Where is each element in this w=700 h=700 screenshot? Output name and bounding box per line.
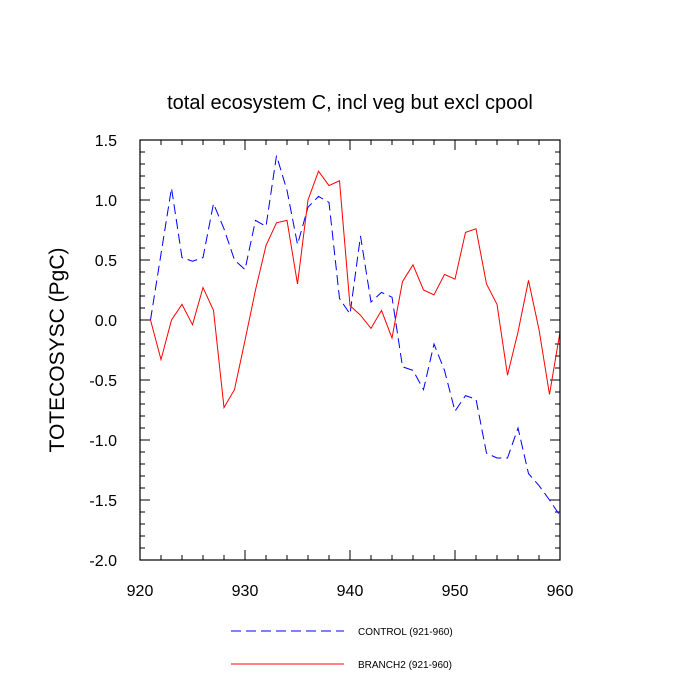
y-tick-label: -1.0 — [89, 433, 117, 450]
y-axis-label: TOTECOSYSC (PgC) — [46, 248, 69, 453]
y-tick-label: 0.5 — [95, 253, 117, 270]
axis-tick-labels: 920 930 940 950 960 -2.0 -1.5 -1.0 -0.5 0.0 0.5 1.0… — [89, 133, 573, 600]
legend: CONTROL (921-960) BRANCH2 (921-960) — [231, 627, 453, 671]
legend-label: BRANCH2 (921-960) — [358, 660, 452, 671]
legend-label: CONTROL (921-960) — [358, 627, 453, 638]
y-tick-label: -0.5 — [89, 373, 117, 390]
x-tick-label: 920 — [127, 583, 154, 600]
plot-frame — [139, 139, 561, 561]
y-tick-label: 0.0 — [95, 313, 117, 330]
branch2-series-line — [150, 170, 561, 410]
x-tick-label: 930 — [232, 583, 259, 600]
series-lines — [150, 155, 561, 516]
y-tick-label: -2.0 — [89, 553, 117, 570]
x-tick-label: 960 — [547, 583, 574, 600]
y-tick-label: -1.5 — [89, 493, 117, 510]
control-series-line — [150, 155, 561, 516]
y-tick-label: 1.5 — [95, 133, 117, 150]
x-tick-label: 950 — [442, 583, 469, 600]
y-tick-label: 1.0 — [95, 193, 117, 210]
chart-title: total ecosystem C, incl veg but excl cpo… — [167, 92, 533, 114]
axis-ticks — [139, 139, 561, 561]
x-tick-label: 940 — [337, 583, 364, 600]
